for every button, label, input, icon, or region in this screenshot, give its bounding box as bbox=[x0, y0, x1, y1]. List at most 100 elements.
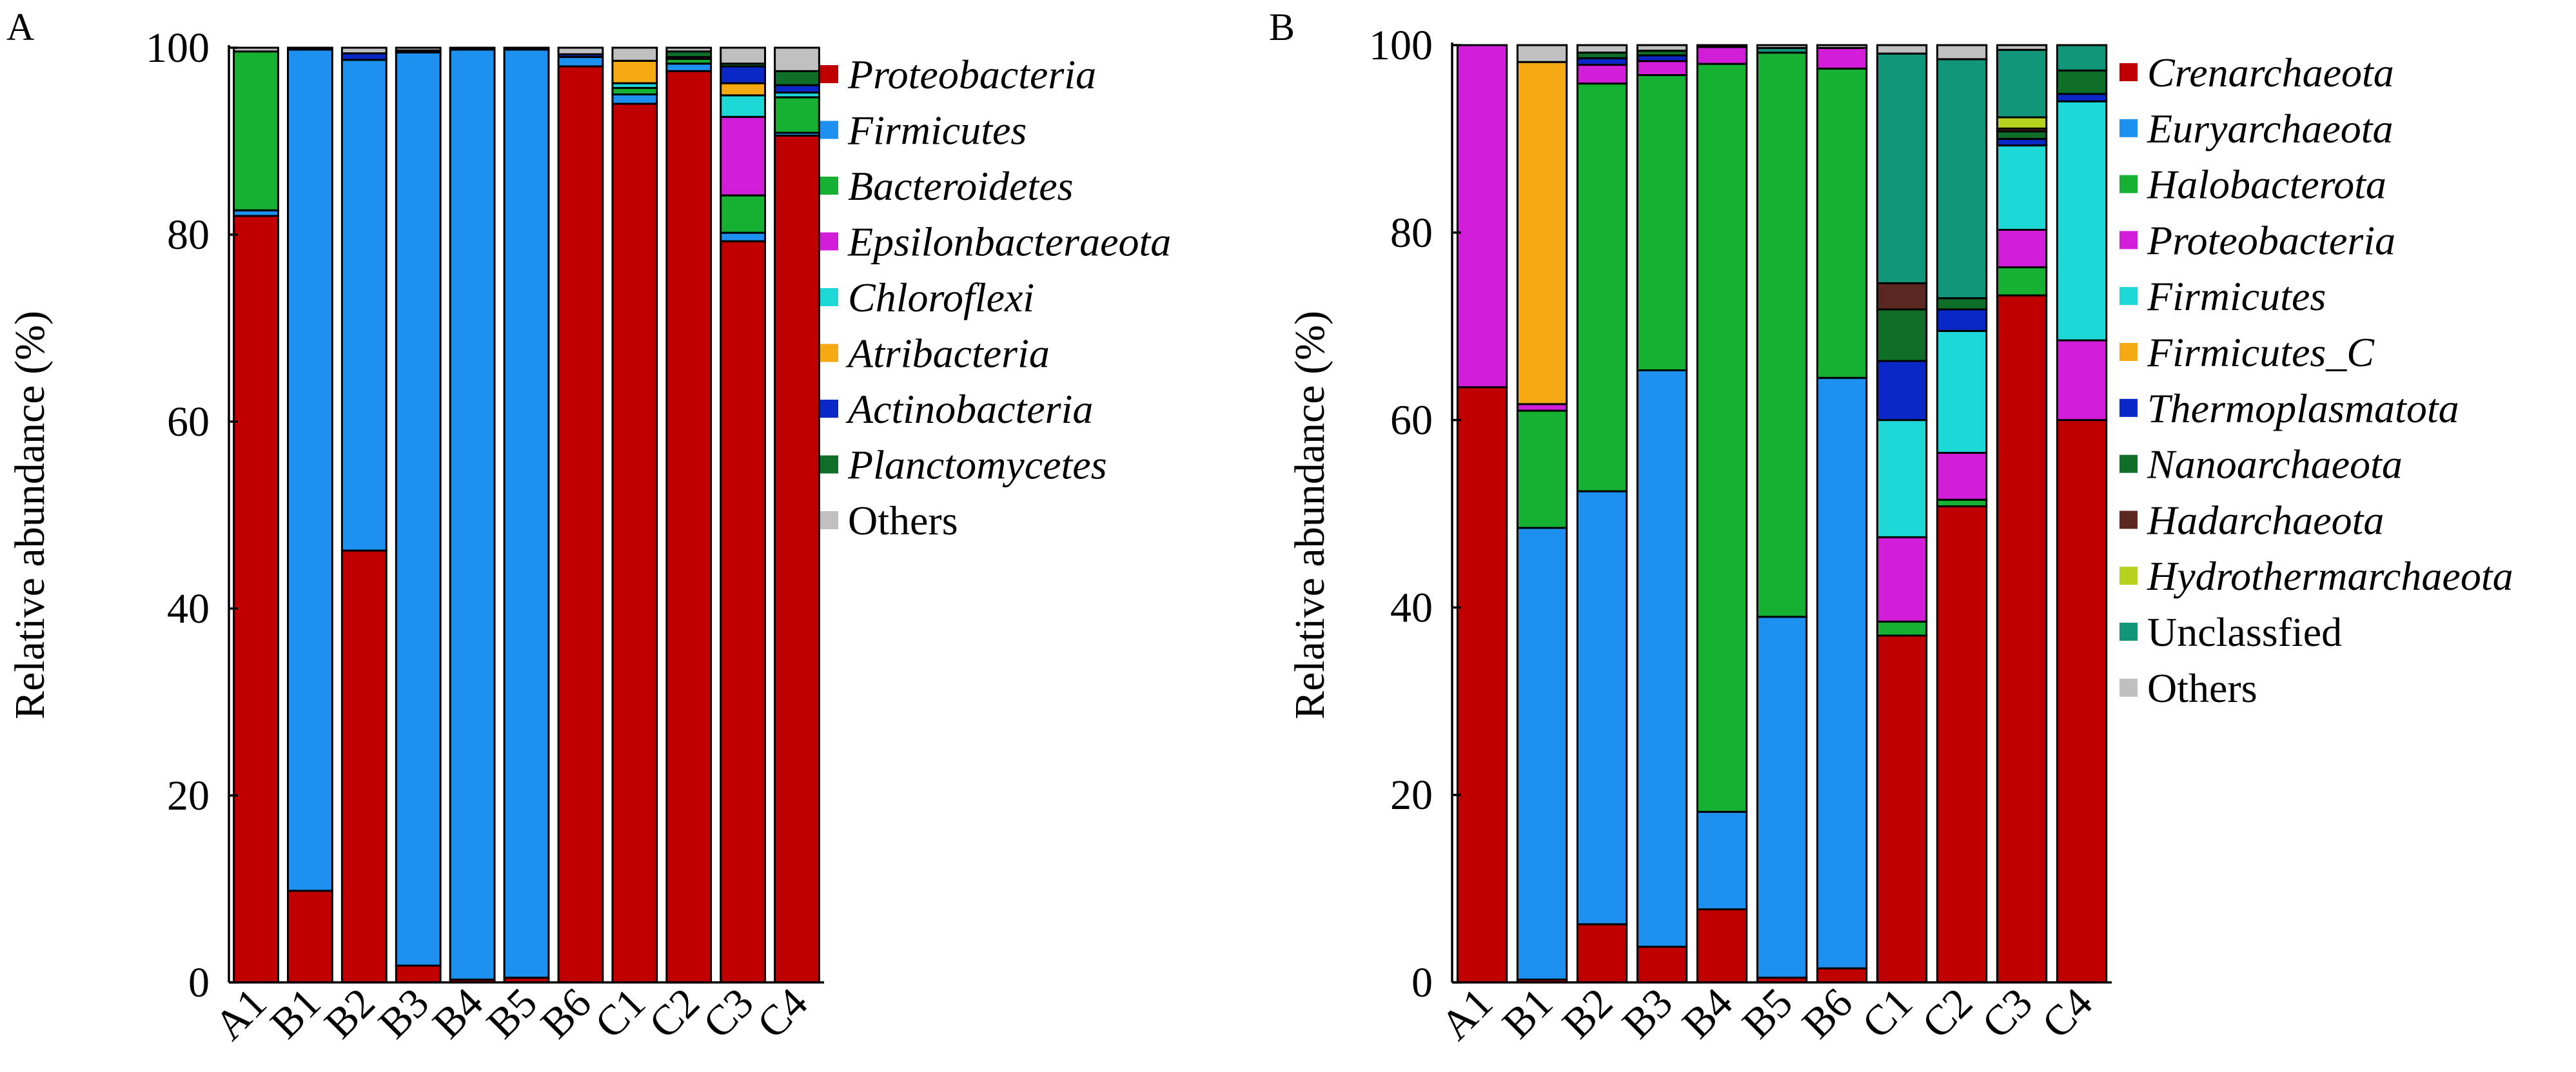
bar-segment-a-C3-5 bbox=[720, 82, 766, 97]
bar-segment-b-B2-6 bbox=[1576, 57, 1628, 66]
legend-swatch-b-8 bbox=[2119, 511, 2138, 529]
x-tick-label-b-B6: B6 bbox=[1793, 979, 1862, 1048]
bar-segment-a-B1-0 bbox=[287, 890, 333, 984]
bar-segment-b-C2-7 bbox=[1936, 297, 1988, 311]
y-tick-label-b-100: 100 bbox=[1369, 22, 1433, 69]
bar-segment-b-C4-6 bbox=[2056, 93, 2108, 102]
bar-segment-b-A1-3 bbox=[1456, 44, 1508, 389]
bar-segment-b-C4-0 bbox=[2056, 419, 2108, 984]
y-tick-label-b-80: 80 bbox=[1390, 210, 1433, 257]
bar-segment-b-A1-0 bbox=[1456, 386, 1508, 984]
bar-segment-b-B1-5 bbox=[1516, 61, 1568, 405]
y-tick-label-a-100: 100 bbox=[146, 24, 210, 72]
legend-label-b-5: Firmicutes_C bbox=[2147, 329, 2375, 375]
legend-swatch-a-7 bbox=[820, 455, 838, 474]
legend-swatch-a-3 bbox=[820, 232, 838, 251]
bar-segment-b-C3-2 bbox=[1996, 266, 2048, 297]
legend-label-b-9: Hydrothermarchaeota bbox=[2147, 553, 2513, 599]
bar-segment-b-B6-11 bbox=[1816, 44, 1868, 49]
bar-segment-a-B3-1 bbox=[395, 51, 442, 967]
bar-segment-a-C3-3 bbox=[720, 115, 766, 197]
bar-segment-a-B4-1 bbox=[449, 48, 496, 981]
bar-segment-b-C1-4 bbox=[1876, 419, 1928, 538]
y-tick-label-b-0: 0 bbox=[1411, 959, 1433, 1006]
legend-swatch-b-2 bbox=[2119, 175, 2138, 193]
x-tick-label-b-B2: B2 bbox=[1553, 979, 1622, 1048]
y-axis-title-b: Relative abundance (%) bbox=[1286, 311, 1333, 719]
legend-label-b-1: Euryarchaeota bbox=[2147, 106, 2394, 151]
x-tick-label-b-B5: B5 bbox=[1733, 979, 1802, 1048]
y-tick-label-a-60: 60 bbox=[167, 398, 210, 445]
legend-label-a-0: Proteobacteria bbox=[847, 52, 1096, 97]
y-tick-label-b-20: 20 bbox=[1390, 772, 1433, 819]
bar-segment-a-A1-2 bbox=[233, 50, 279, 211]
legend-label-a-6: Actinobacteria bbox=[845, 386, 1093, 432]
bar-segment-b-C2-3 bbox=[1936, 452, 1988, 501]
bar-segment-b-B3-3 bbox=[1636, 60, 1688, 76]
bar-segment-a-C2-8 bbox=[665, 46, 713, 53]
bar-segment-b-B3-1 bbox=[1636, 369, 1688, 948]
x-tick-label-a-C4: C4 bbox=[749, 979, 817, 1048]
y-axis-title-a: Relative abundance (%) bbox=[6, 311, 54, 719]
bar-segment-b-B4-3 bbox=[1696, 46, 1748, 65]
bar-segment-b-C1-2 bbox=[1876, 620, 1928, 637]
y-tick-label-a-40: 40 bbox=[167, 585, 210, 632]
bar-segment-a-C1-8 bbox=[611, 46, 658, 62]
bar-segment-a-C3-6 bbox=[720, 65, 766, 84]
legend-swatch-a-5 bbox=[820, 344, 838, 362]
bar-segment-b-C2-6 bbox=[1936, 308, 1988, 332]
legend-swatch-b-11 bbox=[2119, 678, 2138, 697]
legend-label-a-5: Atribacteria bbox=[845, 331, 1050, 376]
bar-segment-b-B6-2 bbox=[1816, 67, 1868, 379]
legend-label-a-8: Others bbox=[848, 498, 958, 543]
legend-swatch-a-4 bbox=[820, 288, 838, 306]
legend-label-b-0: Crenarchaeota bbox=[2147, 50, 2394, 95]
legend-label-b-4: Firmicutes bbox=[2147, 273, 2326, 319]
bar-segment-b-B1-11 bbox=[1516, 44, 1568, 63]
bar-segment-a-C3-2 bbox=[720, 194, 766, 234]
bar-segment-a-C3-8 bbox=[720, 46, 766, 65]
bar-segment-b-C2-11 bbox=[1936, 44, 1988, 61]
legend-b: Crenarchaeota Euryarchaeota Halobacterota P… bbox=[2119, 50, 2513, 711]
chart-panel-a: AA1B1B2B3B4B5B6C1C2C3C4020406080100Relat… bbox=[6, 6, 1171, 1049]
bar-segment-b-C3-0 bbox=[1996, 294, 2048, 984]
bar-segment-b-C2-4 bbox=[1936, 330, 1988, 454]
bar-segment-b-C3-4 bbox=[1996, 144, 2048, 231]
bar-segment-a-C4-2 bbox=[774, 96, 820, 134]
legend-swatch-a-6 bbox=[820, 400, 838, 418]
y-tick-label-b-40: 40 bbox=[1390, 584, 1433, 631]
bar-segment-a-C4-6 bbox=[774, 84, 820, 94]
legend-a: Proteobacteria Firmicutes Bacteroidetes Eps… bbox=[820, 52, 1171, 543]
bar-segment-a-B5-1 bbox=[503, 48, 550, 979]
bar-segment-b-B4-2 bbox=[1696, 63, 1748, 813]
bar-segment-b-C1-6 bbox=[1876, 360, 1928, 422]
legend-label-b-11: Others bbox=[2147, 665, 2257, 711]
bar-segment-b-C3-6 bbox=[1996, 137, 2048, 147]
x-tick-label-b-B4: B4 bbox=[1673, 979, 1742, 1048]
bar-segment-b-B1-3 bbox=[1516, 403, 1568, 412]
bar-segment-b-C3-11 bbox=[1996, 44, 2048, 51]
legend-label-a-1: Firmicutes bbox=[847, 108, 1027, 153]
bar-segment-b-B6-3 bbox=[1816, 46, 1868, 70]
bar-segment-a-A1-0 bbox=[233, 215, 279, 984]
bar-segment-b-B4-11 bbox=[1696, 44, 1748, 48]
bar-segment-b-B5-11 bbox=[1756, 44, 1808, 49]
bar-segment-b-C1-11 bbox=[1876, 44, 1928, 55]
bar-segment-a-B1-1 bbox=[287, 48, 333, 892]
bar-segment-a-C3-1 bbox=[720, 231, 766, 242]
bar-segment-b-C4-3 bbox=[2056, 339, 2108, 422]
legend-label-a-7: Planctomycetes bbox=[847, 442, 1107, 488]
bar-segment-a-B2-0 bbox=[340, 549, 388, 984]
x-tick-label-b-A1: A1 bbox=[1431, 979, 1502, 1049]
bar-segment-b-B1-2 bbox=[1516, 409, 1568, 529]
legend-label-b-3: Proteobacteria bbox=[2147, 217, 2395, 263]
bar-segment-a-C1-1 bbox=[611, 93, 658, 105]
bar-segment-a-C4-7 bbox=[774, 70, 820, 86]
legend-swatch-b-1 bbox=[2119, 119, 2138, 137]
bar-segment-b-C4-10 bbox=[2056, 44, 2108, 72]
bar-segment-a-B6-1 bbox=[557, 56, 604, 68]
bar-segment-a-C3-4 bbox=[720, 94, 766, 118]
bar-segment-a-A1-8 bbox=[233, 46, 279, 53]
y-tick-label-a-0: 0 bbox=[188, 959, 210, 1006]
x-tick-label-b-C1: C1 bbox=[1853, 979, 1922, 1048]
